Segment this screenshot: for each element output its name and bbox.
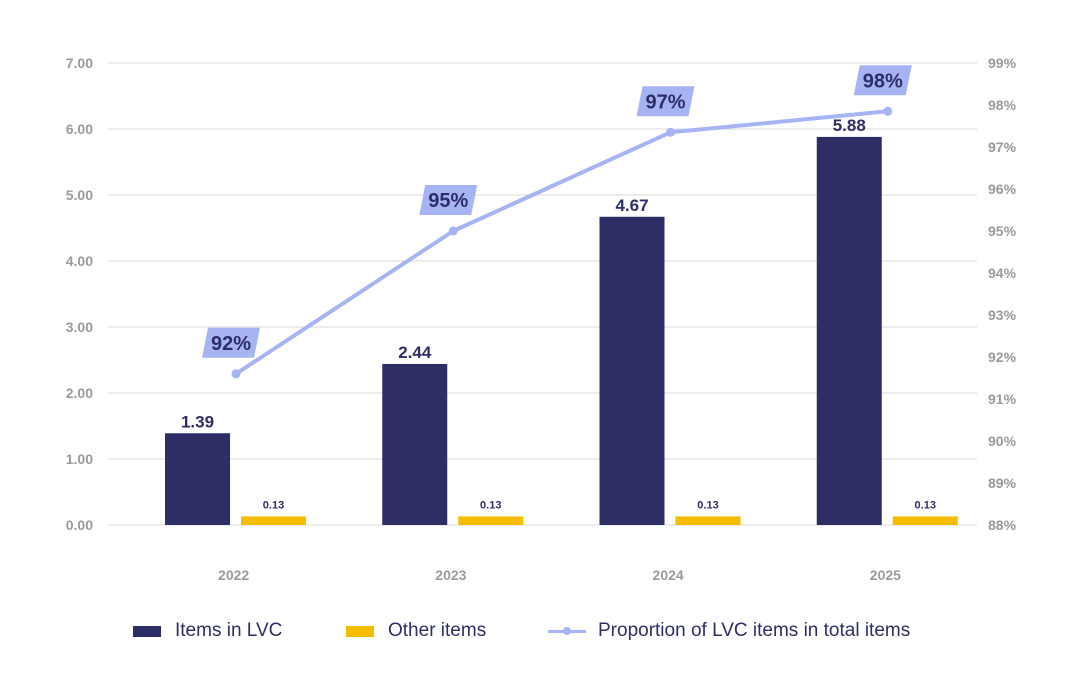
proportion-line-path (234, 109, 888, 376)
legend-swatch-other-items (346, 625, 374, 637)
proportion-callout-bg (636, 86, 695, 117)
category-label: 2023 (435, 567, 466, 583)
right-tick-label: 89% (988, 475, 1017, 491)
left-tick-label: 5.00 (66, 187, 93, 203)
category-label: 2025 (870, 567, 901, 583)
legend-item-proportion: Proportion of LVC items in total items (548, 616, 910, 646)
left-tick-label: 1.00 (66, 451, 93, 467)
left-axis-ticks: 0.00 1.00 2.00 3.00 4.00 5.00 6.00 7.00 (66, 55, 93, 533)
bar-other-items (458, 516, 524, 525)
gridlines (108, 62, 977, 526)
right-tick-label: 99% (988, 55, 1017, 71)
right-tick-label: 94% (988, 265, 1017, 281)
right-tick-label: 91% (988, 391, 1017, 407)
data-label-other-items: 0.13 (480, 499, 501, 511)
right-tick-label: 96% (988, 181, 1017, 197)
bar-items-in-lvc (382, 363, 448, 525)
right-tick-label: 92% (988, 349, 1017, 365)
proportion-callout-bg (202, 327, 260, 358)
data-label-items-in-lvc: 2.44 (398, 343, 432, 362)
right-tick-label: 95% (988, 223, 1017, 239)
legend-label-other-items: Other items (388, 620, 487, 641)
legend: Items in LVC Other items Proportion of L… (0, 616, 1080, 646)
right-tick-label: 97% (988, 139, 1017, 155)
right-tick-label: 88% (988, 517, 1017, 533)
right-axis-ticks: 88% 89% 90% 91% 92% 93% 94% 95% 96% 97% 98% 99% (988, 55, 1017, 533)
proportion-data-label: 97% (645, 91, 685, 113)
data-label-other-items: 0.13 (263, 499, 284, 511)
data-label-other-items: 0.13 (915, 499, 936, 511)
bar-items-in-lvc (599, 216, 665, 525)
proportion-data-label: 92% (211, 333, 251, 355)
proportion-data-label: 95% (428, 190, 468, 212)
data-label-items-in-lvc: 4.67 (615, 196, 648, 215)
proportion-data-label: 98% (863, 70, 903, 92)
proportion-point (448, 226, 458, 236)
left-tick-label: 0.00 (66, 517, 93, 533)
proportion-callout-bg (419, 185, 478, 215)
proportion-point (883, 106, 893, 116)
left-tick-label: 6.00 (66, 121, 93, 137)
bar-other-items (241, 516, 306, 525)
legend-line-marker-icon (548, 626, 586, 635)
bars: 1.39 0.13 2.44 0.13 4.67 0.13 5.88 0.13 (165, 116, 958, 526)
proportion-point (666, 127, 675, 137)
right-tick-label: 93% (988, 307, 1017, 323)
data-label-items-in-lvc: 1.39 (181, 412, 214, 431)
bar-other-items (675, 516, 741, 525)
category-labels: 2022 2023 2024 2025 (218, 567, 901, 583)
legend-item-items-in-lvc: Items in LVC (133, 616, 282, 646)
left-tick-label: 7.00 (66, 55, 93, 71)
proportion-point (231, 369, 241, 379)
legend-label-proportion: Proportion of LVC items in total items (598, 620, 911, 641)
category-label: 2022 (218, 567, 249, 583)
bar-items-in-lvc (165, 433, 230, 525)
legend-swatch-items-in-lvc (133, 625, 161, 637)
legend-item-other-items: Other items (346, 616, 486, 646)
left-tick-label: 2.00 (66, 385, 93, 401)
proportion-callout-bg (853, 65, 912, 96)
legend-label-items-in-lvc: Items in LVC (175, 620, 283, 641)
bar-items-in-lvc (816, 136, 882, 526)
data-label-items-in-lvc: 5.88 (833, 116, 866, 135)
combo-chart: 0.00 1.00 2.00 3.00 4.00 5.00 6.00 7.00 88% 89% 9… (66, 55, 1017, 583)
left-tick-label: 4.00 (66, 253, 93, 269)
left-tick-label: 3.00 (66, 319, 93, 335)
category-label: 2024 (653, 567, 684, 583)
proportion-line: 92% 95% 97% 98% (202, 65, 912, 379)
right-tick-label: 98% (988, 97, 1017, 113)
right-tick-label: 90% (988, 433, 1017, 449)
data-label-other-items: 0.13 (697, 499, 718, 511)
bar-other-items (892, 516, 958, 525)
